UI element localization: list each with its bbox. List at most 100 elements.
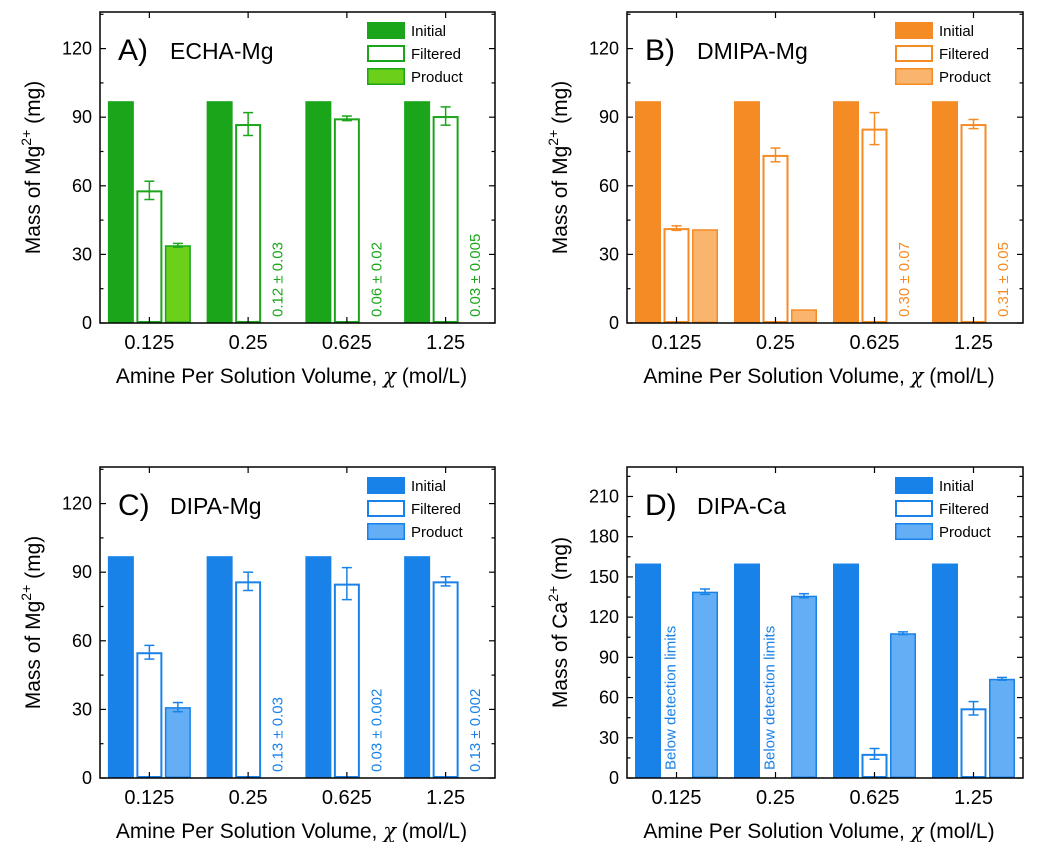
panel-3-error-bar-filtered-4 [440,576,451,587]
panel-1-annotation-2: 0.12 ± 0.03 [270,242,287,317]
panel-3-panel-label: C) [118,489,150,522]
panel-1-bar-product-1 [164,245,191,323]
panel-3-y-tick-label: 90 [72,562,92,582]
panel-3-error-bar-filtered-3 [341,566,352,601]
panel-2-plot-frame [626,11,1024,324]
panel-3-bar-initial-2 [206,556,233,778]
panel-4-bar-product-2 [791,595,817,778]
panel-1-x-axis-label: Amine Per Solution Volume, χ (mol/L) [116,364,467,388]
x-axis-label-main: Amine Per Solution Volume, [643,365,910,388]
panel-1-error-bar-filtered-1 [144,180,155,201]
y-axis-label-unit: (mg) [22,536,45,585]
x-axis-label-symbol: χ [381,364,397,388]
panel-4-error-bar-product-2 [799,592,809,599]
panel-2-y-tick-label: 120 [589,39,619,59]
panel-4-bar-product-4 [989,678,1015,778]
panel-2-error-bar-filtered-1 [671,225,682,232]
panel-1-y-tick-label: 120 [62,39,92,59]
legend-swatch-initial [895,477,933,494]
panel-2-x-tick-label: 0.125 [651,332,701,354]
y-axis-label-superscript: 2+ [545,130,561,146]
panel-3-bar-initial-1 [107,556,134,778]
panel-4-panel-title: DIPA-Ca [697,493,786,519]
panel-2-x-tick-label: 0.25 [756,332,795,354]
y-axis-label-main: Mass of Mg [22,146,45,255]
panel-3-annotation-4: 0.13 ± 0.002 [467,689,484,772]
panel-3-annotation-2: 0.13 ± 0.03 [270,697,287,772]
legend-swatch-initial [895,22,933,39]
panel-2-bar-product-1 [692,229,718,323]
legend-swatch-filtered [367,45,405,62]
panel-1-annotation-4: 0.03 ± 0.005 [467,234,484,317]
panel-3-error-bar-filtered-1 [144,644,155,660]
legend-swatch-product [895,523,933,540]
panel-2-bar-initial-4 [932,101,958,323]
panel-4-y-tick-label: 120 [589,607,619,627]
panel-4-error-bar-product-4 [997,676,1007,681]
panel-4-bar-product-1 [692,591,718,778]
panel-2-error-bar-filtered-3 [869,111,880,146]
panel-2-bar-initial-2 [734,101,760,323]
panel-3-bar-filtered-2 [235,581,262,779]
panel-2-bar-initial-1 [635,101,661,323]
panel-2-error-bar-filtered-4 [968,118,979,130]
x-axis-label-symbol: χ [381,819,397,842]
panel-4-error-bar-product-1 [700,588,710,596]
panel-4-y-tick-label: 60 [599,688,619,708]
legend-label-filtered: Filtered [939,501,989,518]
panel-1-bar-initial-2 [206,101,233,323]
y-axis-label-main: Mass of Ca [549,602,572,709]
panel-1-error-bar-filtered-3 [341,115,352,122]
legend-label-initial: Initial [411,478,446,495]
panel-1-y-tick-label: 60 [72,176,92,196]
panel-3-x-axis-label: Amine Per Solution Volume, χ (mol/L) [116,819,467,842]
panel-4-error-bar-filtered-4 [968,700,979,716]
panel-2-legend: Initial Filtered Product [895,22,992,86]
panel-1-x-tick-label: 0.25 [229,332,268,354]
panel-3-y-tick-label: 30 [72,699,92,719]
panel-4-bar-initial-3 [833,563,859,778]
panel-2-bar-product-2 [791,309,817,324]
panel-3-bar-filtered-1 [136,652,163,779]
panel-1-annotation-3: 0.06 ± 0.02 [368,242,385,317]
panel-4-error-bar-product-3 [898,631,908,636]
panel-1-x-tick-label: 1.25 [426,332,465,354]
panel-4-bar-filtered-4 [960,708,987,778]
x-axis-label-symbol: χ [909,819,925,842]
x-axis-label-unit: (mol/L) [923,820,994,842]
panel-3-y-tick-label: 60 [72,631,92,651]
panel-1-bar-filtered-4 [432,116,459,323]
panel-4-y-tick-label: 90 [599,647,619,667]
x-axis-label-main: Amine Per Solution Volume, [116,365,383,388]
panel-1-x-tick-label: 0.625 [322,332,372,354]
panel-2-error-bar-filtered-2 [770,147,781,163]
panel-4-y-axis-label: Mass of Ca2+ (mg) [545,537,572,708]
panel-1-bar-initial-4 [404,101,431,323]
panel-3-y-axis-label: Mass of Mg2+ (mg) [18,536,45,710]
panel-2-y-tick-label: 90 [599,107,619,127]
legend-swatch-product [367,523,405,540]
chart-panel-4: Below detection limits Below detection li… [545,466,1024,842]
panel-1-panel-title: ECHA-Mg [170,38,274,64]
panel-3-bar-filtered-4 [432,581,459,779]
panel-4-bar-product-3 [890,633,916,778]
panel-2-bar-initial-3 [833,101,859,323]
legend-label-product: Product [411,69,464,86]
panel-4-bar-initial-1 [635,563,661,778]
panel-2-y-tick-label: 0 [609,313,619,333]
panel-2-panel-title: DMIPA-Mg [697,38,808,64]
panel-4-legend: Initial Filtered Product [895,477,992,541]
x-axis-label-unit: (mol/L) [923,365,994,388]
panel-4-x-tick-label: 0.625 [849,787,899,809]
y-axis-label-superscript: 2+ [18,585,34,601]
y-axis-label-unit: (mg) [22,81,45,130]
y-axis-label-unit: (mg) [549,537,572,586]
panel-4-y-tick-label: 180 [589,527,619,547]
panel-2-x-tick-label: 1.25 [954,332,993,354]
panel-1-bar-initial-1 [107,101,134,323]
panel-3-legend: Initial Filtered Product [367,477,464,541]
panel-3-bar-initial-4 [404,556,431,778]
panel-4-y-tick-label: 0 [609,768,619,788]
panel-2-bar-filtered-4 [960,124,987,323]
